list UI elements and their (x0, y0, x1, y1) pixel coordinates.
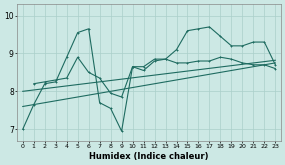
X-axis label: Humidex (Indice chaleur): Humidex (Indice chaleur) (89, 152, 209, 161)
